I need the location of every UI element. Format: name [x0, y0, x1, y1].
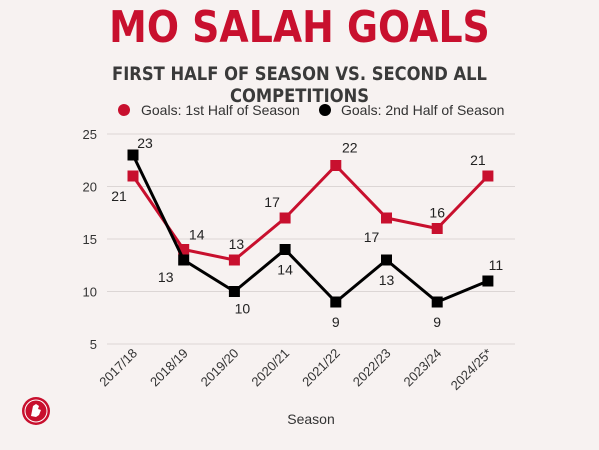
- data-label-1: 14: [189, 227, 205, 243]
- data-point-1: [127, 170, 139, 182]
- data-label-2: 14: [277, 262, 293, 278]
- data-label-2: 9: [332, 314, 340, 330]
- legend-label-1: Goals: 1st Half of Season: [141, 102, 300, 118]
- data-point-1: [178, 244, 190, 255]
- data-label-2: 11: [489, 257, 504, 273]
- chart-title: MO SALAH GOALS: [109, 2, 490, 53]
- x-tick-label: 2020/21: [248, 346, 292, 390]
- data-label-1: 17: [264, 194, 280, 210]
- x-tick-label: 2017/18: [96, 346, 140, 390]
- data-point-2: [330, 296, 342, 308]
- x-tick-label: 2018/19: [147, 346, 191, 390]
- x-tick-label: 2022/23: [350, 346, 394, 390]
- data-label-2: 23: [137, 135, 153, 151]
- data-point-2: [381, 254, 392, 266]
- x-axis-label: Season: [287, 411, 334, 427]
- data-label-1: 13: [229, 236, 245, 252]
- x-tick-label: 2023/24: [400, 346, 444, 390]
- legend-marker-2: [319, 104, 331, 116]
- y-tick-label: 20: [83, 180, 97, 195]
- y-tick-label: 10: [83, 285, 97, 300]
- data-point-2: [127, 149, 139, 161]
- legend-marker-1: [118, 104, 130, 116]
- data-point-1: [330, 160, 342, 171]
- y-tick-label: 15: [83, 232, 97, 247]
- data-label-2: 9: [433, 314, 441, 330]
- data-point-2: [431, 296, 443, 308]
- data-point-1: [381, 212, 392, 224]
- data-point-2: [482, 275, 494, 287]
- data-point-1: [279, 212, 291, 224]
- chart-subtitle: FIRST HALF OF SEASON VS. SECOND ALL COMP…: [112, 63, 487, 107]
- x-tick-label: 2021/22: [299, 346, 343, 390]
- series-line-1: [131, 164, 489, 262]
- data-point-1: [228, 254, 240, 266]
- legend-label-2: Goals: 2nd Half of Season: [341, 102, 504, 118]
- data-label-1: 16: [429, 205, 445, 221]
- club-crest-icon: [22, 397, 50, 425]
- y-tick-label: 5: [90, 337, 97, 352]
- series-line-2: [131, 154, 489, 304]
- data-point-2: [178, 254, 190, 266]
- data-point-1: [431, 223, 443, 234]
- y-tick-label: 25: [83, 127, 97, 142]
- data-point-2: [228, 286, 240, 297]
- data-label-1: 21: [111, 188, 127, 204]
- x-tick-label: 2024/25*: [448, 346, 495, 393]
- x-tick-label: 2019/20: [198, 346, 242, 390]
- data-label-2: 13: [379, 272, 395, 288]
- data-point-1: [482, 170, 494, 182]
- data-label-1: 21: [470, 152, 486, 168]
- data-label-2: 13: [158, 269, 174, 285]
- data-label-2: 10: [235, 301, 251, 317]
- data-point-2: [279, 244, 291, 255]
- data-label-1: 22: [342, 140, 358, 156]
- data-label-1: 17: [364, 229, 380, 245]
